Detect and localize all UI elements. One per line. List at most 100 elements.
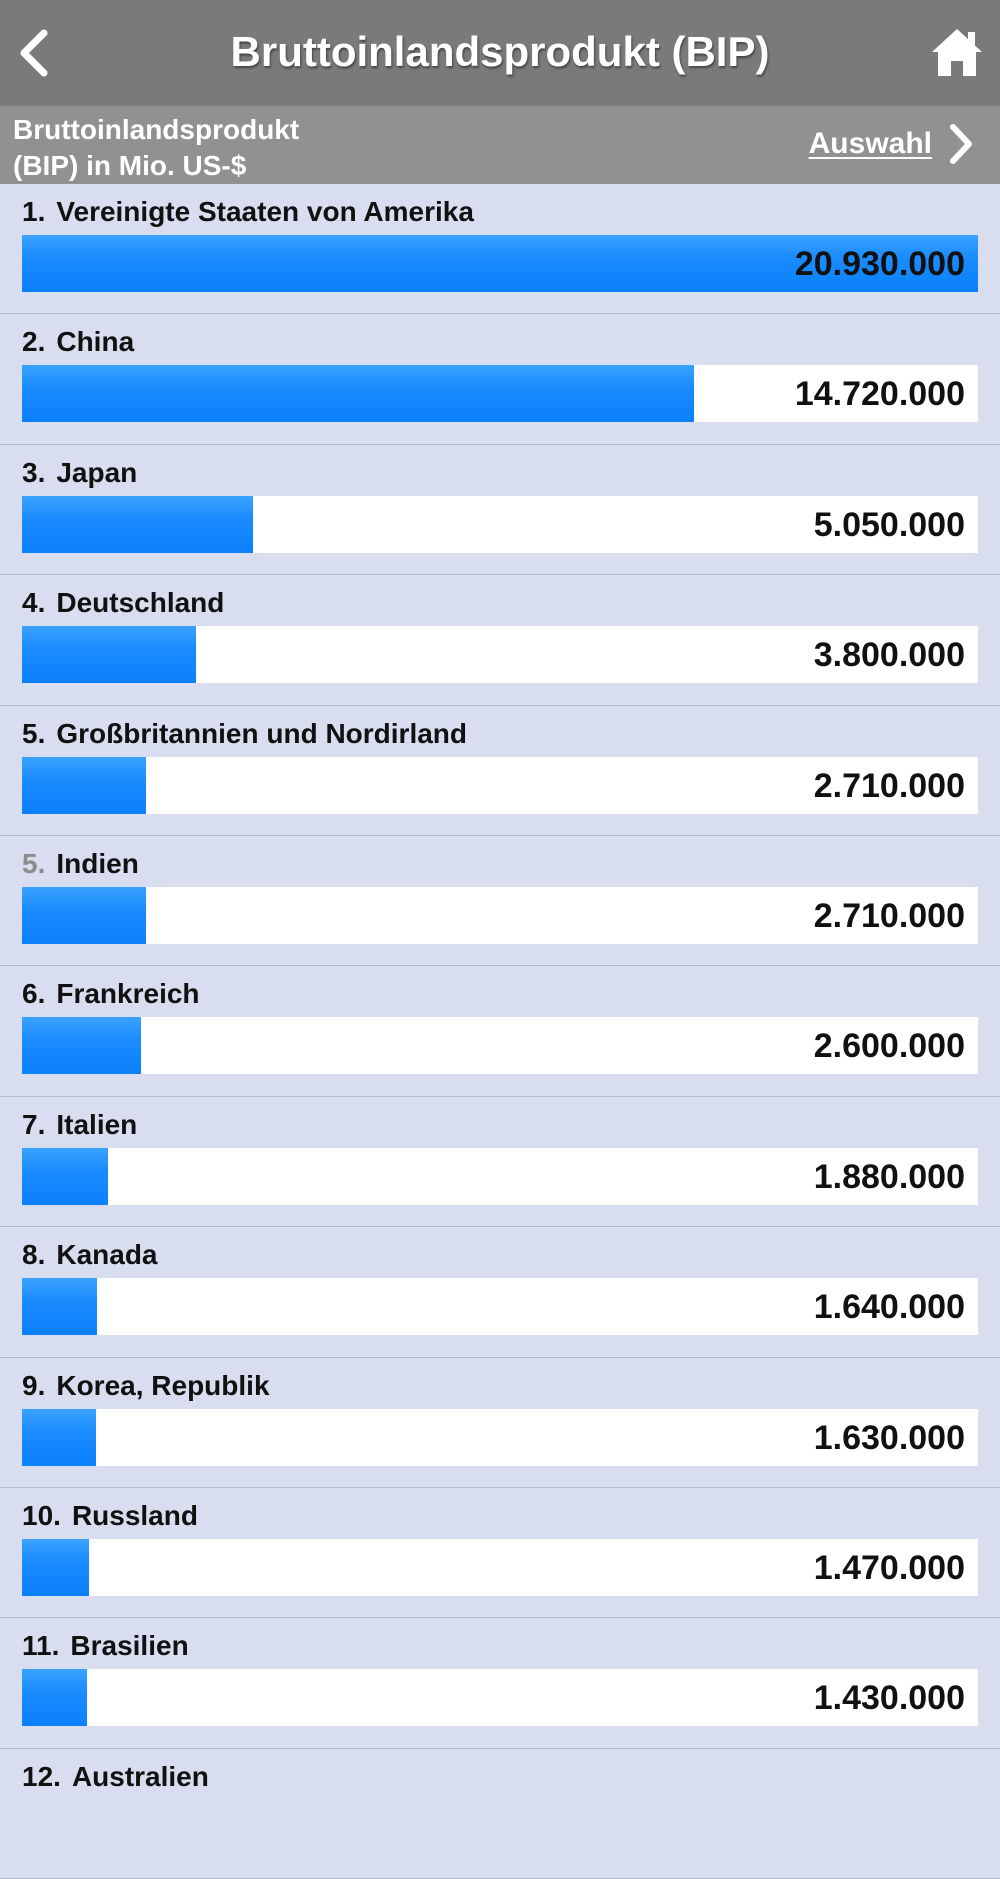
value-bar <box>22 1538 90 1596</box>
row-label: 10. Russland <box>22 1500 198 1532</box>
bar-track: 2.710.000 <box>22 886 978 944</box>
row-label: 12. Australien <box>22 1761 209 1793</box>
value-bar <box>22 1278 97 1336</box>
rank-number: 5. <box>22 717 46 749</box>
bar-track: 1.880.000 <box>22 1147 978 1205</box>
selection-label[interactable]: Auswahl <box>808 127 932 160</box>
chevron-left-icon <box>20 29 48 77</box>
country-name: Frankreich <box>56 978 200 1010</box>
country-name: Großbritannien und Nordirland <box>56 717 468 749</box>
subheader-bar: Bruttoinlandsprodukt (BIP) in Mio. US-$ … <box>0 106 1000 184</box>
list-item[interactable]: 10. Russland 1.470.000 <box>0 1488 1000 1619</box>
country-name: Australien <box>71 1760 209 1792</box>
ranking-list[interactable]: 1. Vereinigte Staaten von Amerika 20.930.0… <box>0 184 1000 1879</box>
rank-number: 1. <box>22 196 46 227</box>
country-name: Kanada <box>56 1239 158 1271</box>
value-label: 1.640.000 <box>813 1288 965 1327</box>
row-label: 7. Italien <box>22 1109 137 1141</box>
rank-number: 2. <box>22 326 46 358</box>
page-title: Bruttoinlandsprodukt (BIP) <box>230 28 770 75</box>
country-name: Brasilien <box>70 1630 189 1662</box>
country-name: Indien <box>56 847 139 879</box>
value-label: 3.800.000 <box>813 636 965 675</box>
back-button[interactable] <box>14 25 64 81</box>
country-name: Deutschland <box>56 587 225 619</box>
bar-track: 20.930.000 <box>22 235 978 292</box>
list-item[interactable]: 4. Deutschland 3.800.000 <box>0 575 1000 706</box>
rank-number: 9. <box>22 1369 46 1401</box>
rank-number: 10. <box>22 1499 61 1531</box>
list-item[interactable]: 11. Brasilien 1.430.000 <box>0 1618 1000 1749</box>
row-label: 3. Japan <box>22 457 137 489</box>
list-item[interactable]: 5. Indien 2.710.000 <box>0 836 1000 967</box>
rank-number: 7. <box>22 1108 46 1140</box>
bar-track: 2.600.000 <box>22 1017 978 1075</box>
row-label: 6. Frankreich <box>22 978 200 1010</box>
value-label: 1.630.000 <box>813 1418 965 1457</box>
rank-number: 8. <box>22 1239 46 1271</box>
rank-number: 12. <box>22 1760 61 1792</box>
list-item[interactable]: 2. China 14.720.000 <box>0 314 1000 445</box>
value-bar <box>22 1147 108 1205</box>
value-label: 1.430.000 <box>813 1679 965 1718</box>
selection-button[interactable]: Auswahl <box>809 119 976 169</box>
value-label: 2.710.000 <box>813 766 965 805</box>
bar-track: 2.710.000 <box>22 756 978 814</box>
bar-track: 14.720.000 <box>22 365 978 423</box>
value-label: 5.050.000 <box>813 505 965 544</box>
value-label: 1.470.000 <box>813 1548 965 1587</box>
list-item[interactable]: 7. Italien 1.880.000 <box>0 1097 1000 1228</box>
row-label: 11. Brasilien <box>22 1630 189 1662</box>
rank-number: 4. <box>22 587 46 619</box>
country-name: Russland <box>71 1499 198 1531</box>
country-name: Vereinigte Staaten von Amerika <box>56 196 474 227</box>
value-bar <box>22 1017 141 1075</box>
value-label: 2.710.000 <box>813 896 965 935</box>
row-label: 4. Deutschland <box>22 587 224 619</box>
list-item[interactable]: 1. Vereinigte Staaten von Amerika 20.930.0… <box>0 184 1000 315</box>
row-label: 9. Korea, Republik <box>22 1370 270 1402</box>
row-label: 1. Vereinigte Staaten von Amerika <box>22 196 474 228</box>
bar-track: 1.630.000 <box>22 1408 978 1466</box>
value-bar <box>22 1669 88 1727</box>
metric-label-line2: (BIP) in Mio. US-$ <box>13 150 247 181</box>
value-bar <box>22 495 253 553</box>
bar-track: 1.430.000 <box>22 1669 978 1727</box>
list-item[interactable]: 5. Großbritannien und Nordirland 2.710.000 <box>0 706 1000 836</box>
value-bar <box>22 626 196 684</box>
row-label: 5. Großbritannien und Nordirland <box>22 718 467 750</box>
bar-track: 1.470.000 <box>22 1538 978 1596</box>
list-item[interactable]: 8. Kanada 1.640.000 <box>0 1227 1000 1358</box>
row-label: 5. Indien <box>22 848 139 880</box>
bar-track: 3.800.000 <box>22 626 978 684</box>
row-label: 2. China <box>22 326 134 358</box>
value-bar <box>22 365 695 423</box>
navigation-bar: Bruttoinlandsprodukt (BIP) <box>0 0 1000 106</box>
value-bar <box>22 756 146 814</box>
list-item[interactable]: 9. Korea, Republik 1.630.000 <box>0 1358 1000 1488</box>
value-bar <box>22 235 978 292</box>
country-name: Korea, Republik <box>56 1369 270 1401</box>
country-name: Japan <box>56 456 138 488</box>
list-item[interactable]: 3. Japan 5.050.000 <box>0 445 1000 576</box>
value-label: 14.720.000 <box>794 375 965 414</box>
country-name: Italien <box>56 1108 138 1140</box>
value-label: 20.930.000 <box>794 245 965 283</box>
value-bar <box>22 1408 97 1466</box>
bar-track: 5.050.000 <box>22 495 978 553</box>
country-name: China <box>56 326 135 358</box>
metric-label: Bruttoinlandsprodukt (BIP) in Mio. US-$ <box>13 112 433 184</box>
rank-number: 3. <box>22 456 46 488</box>
list-item[interactable]: 6. Frankreich 2.600.000 <box>0 966 1000 1097</box>
chevron-right-icon <box>950 124 972 164</box>
bar-track: 1.640.000 <box>22 1278 978 1336</box>
value-label: 2.600.000 <box>813 1027 965 1066</box>
value-label: 1.880.000 <box>813 1157 965 1196</box>
home-icon <box>932 29 982 76</box>
list-item[interactable]: 12. Australien <box>0 1749 1000 1879</box>
metric-label-line1: Bruttoinlandsprodukt <box>13 114 300 145</box>
rank-number: 5. <box>22 847 46 879</box>
home-button[interactable] <box>930 26 984 78</box>
value-bar <box>22 886 146 944</box>
row-label: 8. Kanada <box>22 1239 158 1271</box>
